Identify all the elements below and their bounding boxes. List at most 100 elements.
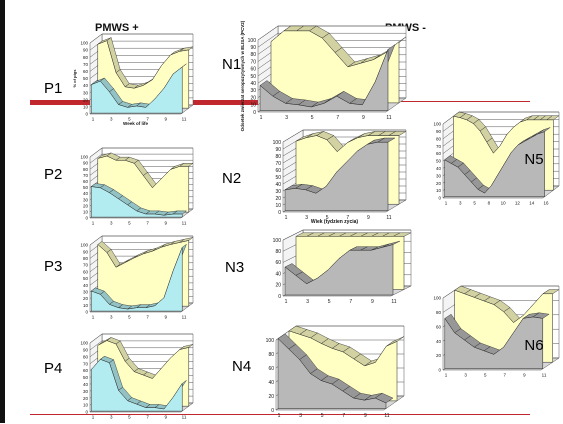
panel-label-n1: N1 bbox=[222, 56, 242, 73]
x-tick-label: 3 bbox=[299, 413, 302, 419]
y-tick-label: 60 bbox=[83, 368, 89, 373]
panel-label-n2: N2 bbox=[222, 170, 242, 187]
x-tick-label: 5 bbox=[128, 221, 131, 226]
y-tick-label: 30 bbox=[275, 189, 281, 195]
panel-label-p3: P3 bbox=[44, 258, 63, 275]
x-tick-label: 9 bbox=[362, 115, 365, 121]
y-tick-label: 80 bbox=[250, 52, 256, 58]
y-tick-label: 70 bbox=[83, 173, 89, 178]
y-tick-label: 0 bbox=[85, 410, 88, 415]
pmws-positive-header: PMWS + bbox=[95, 22, 139, 34]
x-tick-label: 7 bbox=[346, 215, 349, 221]
gridline bbox=[282, 129, 406, 143]
y-tick-label: 0 bbox=[438, 368, 441, 373]
y-tick-label: 100 bbox=[273, 140, 282, 146]
y-tick-label: 80 bbox=[83, 55, 89, 60]
x-tick-label: 9 bbox=[165, 221, 168, 226]
x-tick-label: 1 bbox=[92, 415, 95, 420]
y-tick-label: 80 bbox=[436, 310, 442, 315]
series-area-blue bbox=[90, 247, 183, 312]
x-tick-label: 5 bbox=[321, 413, 324, 419]
gridline bbox=[89, 147, 193, 158]
y-tick-label: 100 bbox=[266, 338, 275, 344]
y-tick-label: 80 bbox=[436, 136, 442, 141]
y-tick-label: 30 bbox=[83, 389, 89, 394]
x-tick-label: 1 bbox=[285, 215, 288, 221]
y-axis-label: Odsetek zwierzat seropozytywnych w ELISA… bbox=[240, 20, 245, 131]
chart-n5: 0 10 20 30 40 50 60 70 80 90 100 1 3 5 8 10 12 14 16 N5 bbox=[433, 111, 560, 206]
y-tick-label: 60 bbox=[436, 151, 442, 156]
x-tick-label: 9 bbox=[165, 117, 168, 122]
y-tick-label: 50 bbox=[436, 159, 442, 164]
y-tick-label: 100 bbox=[80, 341, 88, 346]
panel-label-p2: P2 bbox=[44, 166, 63, 183]
x-tick-label: 3 bbox=[285, 115, 288, 121]
y-tick-label: 0 bbox=[85, 216, 88, 221]
y-tick-label: 70 bbox=[83, 361, 89, 366]
gridline bbox=[282, 229, 411, 241]
y-tick-label: 0 bbox=[278, 294, 281, 300]
x-tick-label: 7 bbox=[146, 415, 149, 420]
x-tick-label: 3 bbox=[305, 215, 308, 221]
x-tick-label: 1 bbox=[278, 413, 281, 419]
x-tick-label: 7 bbox=[342, 413, 345, 419]
y-tick-label: 100 bbox=[80, 41, 88, 46]
x-tick-label: 3 bbox=[110, 117, 113, 122]
x-tick-label: 9 bbox=[371, 299, 374, 305]
x-tick-label: 11 bbox=[182, 221, 187, 226]
x-tick-label: 5 bbox=[473, 201, 476, 206]
gridline bbox=[89, 340, 193, 351]
gridline bbox=[89, 33, 193, 44]
y-tick-label: 60 bbox=[275, 260, 281, 266]
y-tick-label: 30 bbox=[83, 289, 89, 294]
series-area-blue bbox=[90, 359, 183, 412]
x-tick-label: 16 bbox=[543, 201, 549, 206]
y-axis-label: % of pigs bbox=[72, 69, 77, 88]
y-tick-label: 90 bbox=[275, 147, 281, 153]
y-tick-label: 60 bbox=[250, 67, 256, 73]
y-tick-label: 20 bbox=[436, 181, 442, 186]
y-tick-label: 20 bbox=[275, 196, 281, 202]
y-tick-label: 30 bbox=[250, 88, 256, 94]
x-tick-label: 11 bbox=[386, 215, 391, 221]
x-tick-label: 3 bbox=[459, 201, 462, 206]
y-tick-label: 50 bbox=[83, 76, 89, 81]
y-tick-label: 10 bbox=[83, 104, 89, 109]
y-tick-label: 90 bbox=[83, 249, 89, 254]
gridline bbox=[257, 25, 406, 41]
x-tick-label: 5 bbox=[484, 373, 487, 378]
x-tick-label: 11 bbox=[182, 415, 187, 420]
x-tick-label: 5 bbox=[311, 115, 314, 121]
y-tick-label: 50 bbox=[83, 185, 89, 190]
separator-red-bar-right bbox=[185, 100, 265, 105]
x-tick-label: 9 bbox=[367, 215, 370, 221]
x-axis-label: Week of life bbox=[123, 121, 148, 126]
y-tick-label: 0 bbox=[278, 210, 281, 216]
x-tick-label: 12 bbox=[515, 201, 521, 206]
y-tick-label: 50 bbox=[83, 276, 89, 281]
x-tick-label: 9 bbox=[165, 315, 168, 320]
y-tick-label: 80 bbox=[275, 249, 281, 255]
x-tick-label: 5 bbox=[128, 415, 131, 420]
panel-label-n6: N6 bbox=[524, 337, 543, 354]
chart-n4: 0 20 40 60 80 100 1 3 5 7 9 11 bbox=[266, 325, 405, 419]
y-tick-label: 50 bbox=[250, 74, 256, 80]
x-tick-label: 3 bbox=[110, 415, 113, 420]
x-tick-label: 8 bbox=[488, 201, 491, 206]
y-tick-label: 40 bbox=[83, 382, 89, 387]
y-tick-label: 80 bbox=[83, 354, 89, 359]
y-tick-label: 50 bbox=[275, 175, 281, 181]
x-tick-label: 7 bbox=[146, 117, 149, 122]
y-tick-label: 80 bbox=[83, 256, 89, 261]
y-tick-label: 20 bbox=[83, 296, 89, 301]
x-tick-label: 10 bbox=[501, 201, 507, 206]
x-tick-label: 1 bbox=[260, 115, 263, 121]
x-tick-label: 11 bbox=[542, 373, 547, 378]
x-tick-label: 5 bbox=[128, 117, 131, 122]
x-tick-label: 1 bbox=[445, 373, 448, 378]
x-tick-label: 3 bbox=[464, 373, 467, 378]
panel-label-n4: N4 bbox=[232, 358, 252, 375]
